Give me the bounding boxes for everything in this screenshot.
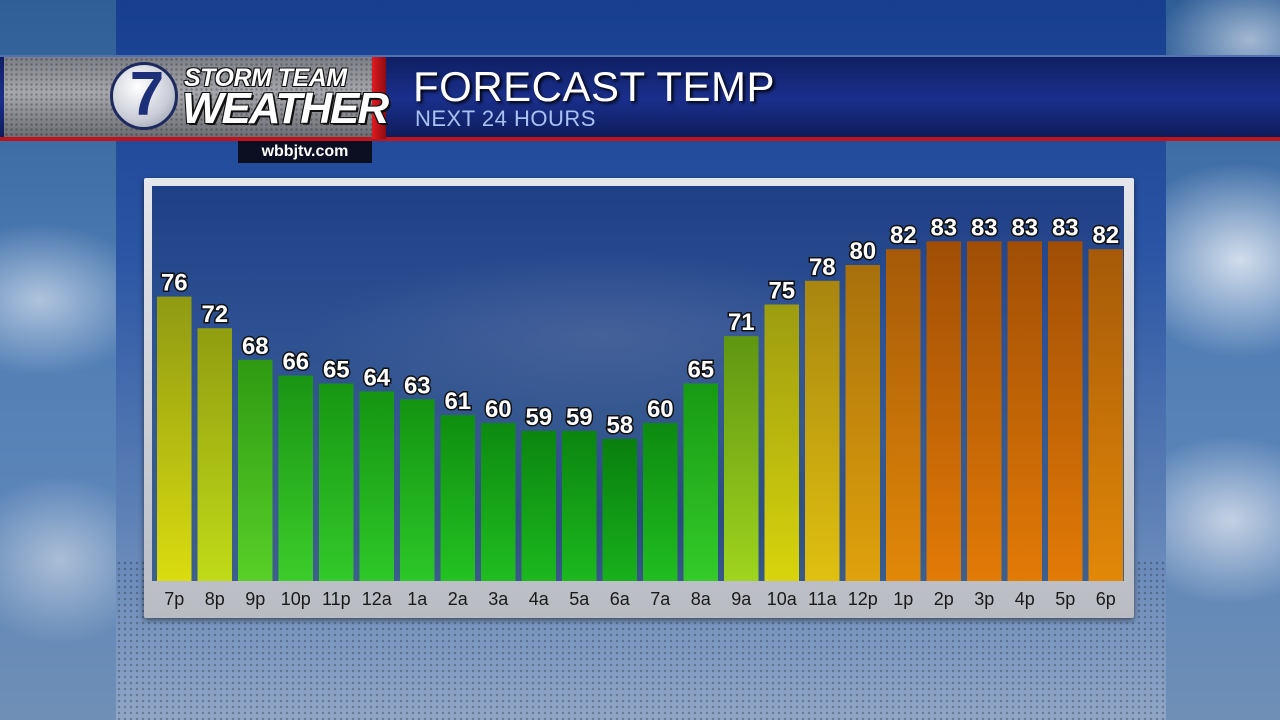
tick-label-1p: 1p	[893, 589, 913, 609]
value-label-6p: 82	[1092, 222, 1119, 249]
bar-6p	[1088, 249, 1123, 581]
logo-text-storm-team: STORM TEAM	[184, 64, 347, 92]
tick-label-6a: 6a	[610, 589, 631, 609]
tick-label-12p: 12p	[848, 589, 878, 609]
page-subtitle: NEXT 24 HOURS	[415, 106, 596, 131]
bar-5p	[1048, 241, 1083, 582]
logo-plate	[4, 57, 372, 137]
x-axis-tick-labels: 7p 8p 9p 10p 11p 12a 1a 2a 3a 4a 5a 6a 7a 8a 9a 10a 11a 1…	[164, 589, 1116, 609]
value-label-8p: 72	[201, 301, 228, 328]
bar-8a	[683, 383, 718, 581]
value-label-4p: 83	[1011, 214, 1038, 241]
tick-label-9a: 9a	[731, 589, 752, 609]
bar-4a	[521, 430, 556, 581]
tick-label-2a: 2a	[448, 589, 469, 609]
page-title: FORECAST TEMP	[413, 63, 776, 110]
value-label-1p: 82	[890, 222, 917, 249]
tick-label-11a: 11a	[808, 589, 838, 609]
bar-1p	[886, 249, 921, 581]
tick-label-8a: 8a	[691, 589, 712, 609]
bar-10p	[278, 375, 313, 581]
tick-label-11p: 11p	[322, 589, 351, 609]
value-label-9p: 68	[242, 333, 269, 360]
tick-label-1a: 1a	[407, 589, 428, 609]
value-label-4a: 59	[525, 404, 552, 431]
website-label: wbbjtv.com	[238, 141, 372, 163]
bar-12a	[359, 391, 394, 581]
tick-label-10a: 10a	[767, 589, 798, 609]
tick-label-5a: 5a	[569, 589, 590, 609]
tick-label-4a: 4a	[529, 589, 550, 609]
value-label-8a: 65	[687, 357, 714, 384]
value-label-7a: 60	[647, 396, 674, 423]
chart-plot-area: 76 72 68 66 65 64 63 61 60 59 59 58 60 65 71 75 78 80 82 83…	[152, 186, 1124, 582]
tick-label-3p: 3p	[974, 589, 994, 609]
logo-text-weather: WEATHER	[182, 84, 389, 133]
value-label-5p: 83	[1052, 214, 1079, 241]
x-axis: 7p 8p 9p 10p 11p 12a 1a 2a 3a 4a 5a 6a 7a 8a 9a 10a 11a 1…	[152, 581, 1124, 612]
channel-7-logo-icon	[110, 62, 178, 130]
tick-label-4p: 4p	[1015, 589, 1035, 609]
bar-10a	[764, 304, 799, 581]
logo-red-divider	[372, 57, 386, 139]
tick-label-7a: 7a	[650, 589, 671, 609]
bar-11a	[805, 280, 840, 581]
bar-7a	[643, 423, 678, 581]
tick-label-5p: 5p	[1055, 589, 1075, 609]
bar-3p	[967, 241, 1002, 582]
value-label-3p: 83	[971, 214, 998, 241]
tick-label-2p: 2p	[934, 589, 954, 609]
value-label-6a: 58	[606, 412, 633, 439]
bar-7p	[157, 296, 192, 581]
value-label-1a: 63	[404, 372, 431, 399]
bar-9p	[238, 359, 273, 581]
bar-4p	[1007, 241, 1042, 582]
tick-label-3a: 3a	[488, 589, 509, 609]
value-label-7p: 76	[161, 270, 188, 297]
bar-2p	[926, 241, 961, 582]
value-label-10a: 75	[768, 278, 795, 305]
value-label-12a: 64	[363, 364, 390, 391]
tick-label-10p: 10p	[281, 589, 311, 609]
tick-label-9p: 9p	[245, 589, 265, 609]
bar-chart: 76 72 68 66 65 64 63 61 60 59 59 58 60 65 71 75 78 80 82 83…	[157, 213, 1123, 582]
value-label-10p: 66	[282, 349, 309, 376]
bar-2a	[440, 415, 475, 581]
value-label-2p: 83	[930, 214, 957, 241]
header-red-stripe	[0, 137, 1280, 141]
tick-label-12a: 12a	[362, 589, 393, 609]
value-label-12p: 80	[849, 238, 876, 265]
value-label-5a: 59	[566, 404, 593, 431]
bar-3a	[481, 423, 516, 581]
value-label-9a: 71	[728, 309, 755, 336]
value-label-3a: 60	[485, 396, 512, 423]
bar-8p	[197, 328, 232, 581]
tick-label-8p: 8p	[205, 589, 225, 609]
value-label-2a: 61	[444, 388, 471, 415]
bar-5a	[562, 430, 597, 581]
value-label-11a: 78	[809, 254, 836, 281]
tick-label-7p: 7p	[164, 589, 184, 609]
bar-9a	[724, 336, 759, 581]
value-label-11p: 65	[323, 357, 350, 384]
bar-12p	[845, 265, 880, 581]
bar-11p	[319, 383, 354, 581]
bar-1a	[400, 399, 435, 581]
bar-6a	[602, 438, 637, 581]
logo-number: 7	[129, 60, 165, 129]
tick-label-6p: 6p	[1096, 589, 1116, 609]
